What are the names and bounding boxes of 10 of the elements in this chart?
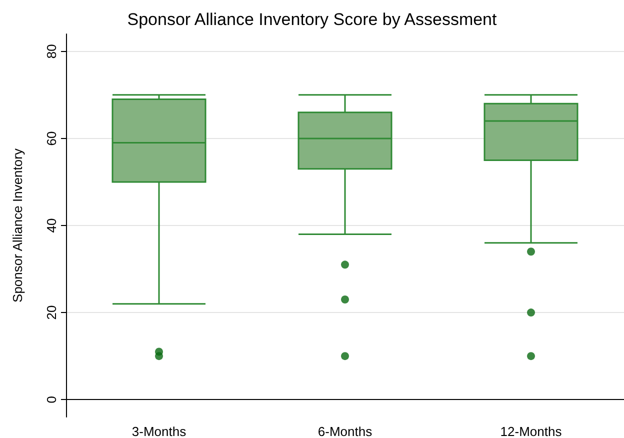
chart-title: Sponsor Alliance Inventory Score by Assessment xyxy=(127,10,498,29)
y-tick-label: 60 xyxy=(44,131,59,146)
y-tick-label: 80 xyxy=(44,44,59,59)
y-tick-label: 40 xyxy=(44,218,59,233)
x-tick-label: 3-Months xyxy=(132,424,187,438)
x-tick-label: 6-Months xyxy=(318,424,373,438)
y-tick-label: 20 xyxy=(44,305,59,320)
x-tick-label: 12-Months xyxy=(500,424,562,438)
y-tick-label: 0 xyxy=(44,396,59,404)
y-axis-title: Sponsor Alliance Inventory xyxy=(10,148,25,302)
